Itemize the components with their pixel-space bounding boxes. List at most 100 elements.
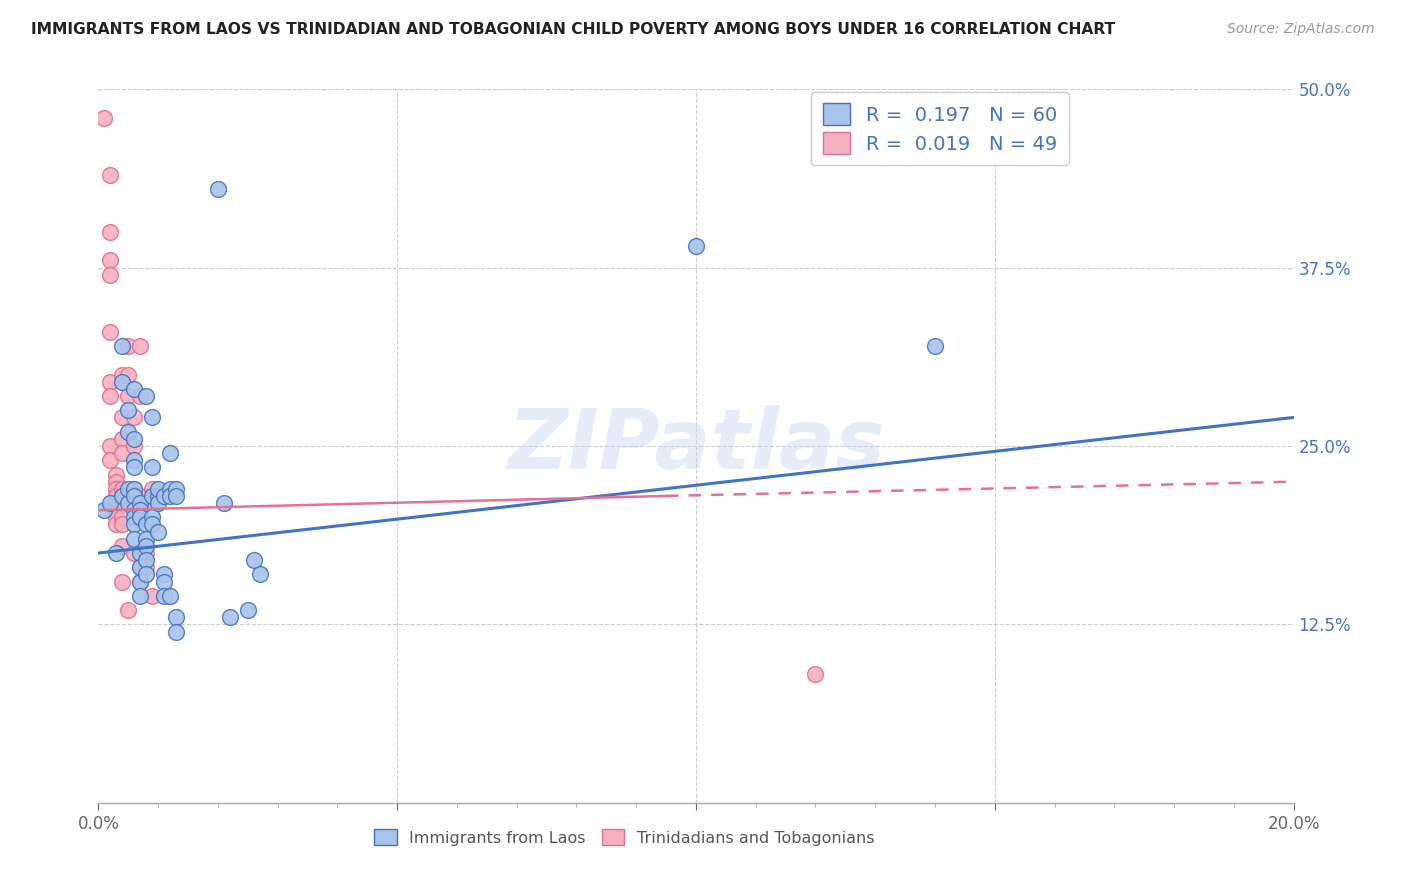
Point [111, 432, 134, 446]
Point [148, 524, 170, 539]
Point [207, 182, 229, 196]
Point [804, 667, 827, 681]
Point [159, 589, 181, 603]
Point [105, 467, 128, 482]
Point [111, 489, 134, 503]
Point [111, 446, 134, 460]
Point [141, 517, 163, 532]
Point [105, 546, 128, 560]
Point [124, 517, 146, 532]
Point [124, 482, 146, 496]
Point [111, 368, 134, 382]
Point [111, 375, 134, 389]
Point [129, 574, 152, 589]
Point [124, 453, 146, 467]
Text: ZIPatlas: ZIPatlas [508, 406, 884, 486]
Point [124, 503, 146, 517]
Point [212, 496, 235, 510]
Point [111, 482, 134, 496]
Point [129, 339, 152, 353]
Point [153, 589, 176, 603]
Point [98, 225, 122, 239]
Point [111, 339, 134, 353]
Point [105, 496, 128, 510]
Point [129, 574, 152, 589]
Point [105, 503, 128, 517]
Point [111, 410, 134, 425]
Point [141, 410, 163, 425]
Point [111, 539, 134, 553]
Point [236, 603, 259, 617]
Point [129, 560, 152, 574]
Point [135, 567, 157, 582]
Point [124, 439, 146, 453]
Point [111, 574, 134, 589]
Point [124, 460, 146, 475]
Point [117, 425, 139, 439]
Point [98, 168, 122, 182]
Point [685, 239, 707, 253]
Point [129, 546, 152, 560]
Point [105, 510, 128, 524]
Point [98, 496, 122, 510]
Point [141, 482, 163, 496]
Point [105, 475, 128, 489]
Point [148, 482, 170, 496]
Point [243, 553, 266, 567]
Point [117, 603, 139, 617]
Point [98, 453, 122, 467]
Point [124, 532, 146, 546]
Point [124, 382, 146, 396]
Point [159, 482, 181, 496]
Point [124, 432, 146, 446]
Legend: Immigrants from Laos, Trinidadians and Tobagonians: Immigrants from Laos, Trinidadians and T… [368, 822, 880, 852]
Point [124, 489, 146, 503]
Point [111, 489, 134, 503]
Point [98, 325, 122, 339]
Point [98, 439, 122, 453]
Point [129, 389, 152, 403]
Point [124, 482, 146, 496]
Point [117, 368, 139, 382]
Point [117, 482, 139, 496]
Point [148, 489, 170, 503]
Point [135, 560, 157, 574]
Point [129, 503, 152, 517]
Point [117, 389, 139, 403]
Point [124, 410, 146, 425]
Point [129, 496, 152, 510]
Point [165, 610, 187, 624]
Point [924, 339, 946, 353]
Point [135, 546, 157, 560]
Point [165, 482, 187, 496]
Point [165, 489, 187, 503]
Point [111, 510, 134, 524]
Point [129, 589, 152, 603]
Point [148, 496, 170, 510]
Point [159, 446, 181, 460]
Point [117, 403, 139, 417]
Point [135, 539, 157, 553]
Point [124, 496, 146, 510]
Point [124, 546, 146, 560]
Point [153, 489, 176, 503]
Point [98, 389, 122, 403]
Point [141, 460, 163, 475]
Point [129, 560, 152, 574]
Text: IMMIGRANTS FROM LAOS VS TRINIDADIAN AND TOBAGONIAN CHILD POVERTY AMONG BOYS UNDE: IMMIGRANTS FROM LAOS VS TRINIDADIAN AND … [31, 22, 1115, 37]
Point [98, 375, 122, 389]
Point [105, 517, 128, 532]
Point [141, 510, 163, 524]
Point [105, 489, 128, 503]
Point [249, 567, 271, 582]
Point [219, 610, 242, 624]
Point [129, 489, 152, 503]
Text: Source: ZipAtlas.com: Source: ZipAtlas.com [1227, 22, 1375, 37]
Point [98, 253, 122, 268]
Point [135, 496, 157, 510]
Point [93, 111, 115, 125]
Point [111, 517, 134, 532]
Point [135, 389, 157, 403]
Point [98, 268, 122, 282]
Point [135, 532, 157, 546]
